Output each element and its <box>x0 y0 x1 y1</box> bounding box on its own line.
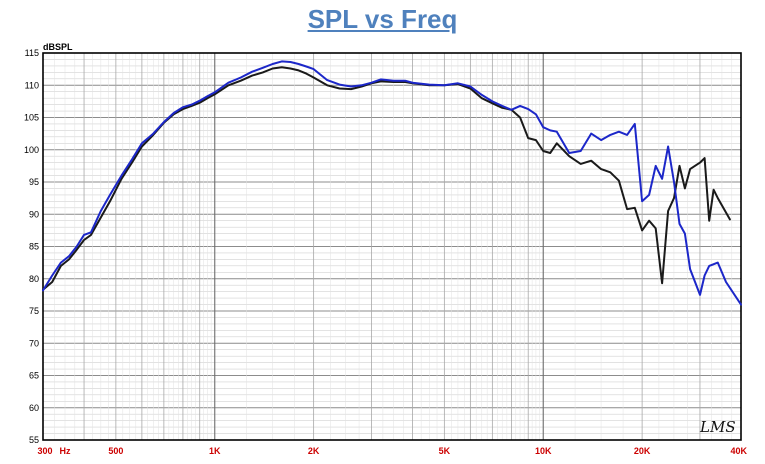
x-tick-label: 20K <box>634 446 651 456</box>
x-tick-label: 10K <box>535 446 552 456</box>
x-tick-label: Hz <box>59 446 70 456</box>
y-tick-label: 115 <box>25 48 39 58</box>
grid-layer <box>43 53 741 440</box>
y-axis-label: dBSPL <box>43 42 73 52</box>
y-tick-label: 105 <box>24 113 39 123</box>
y-tick-label: 95 <box>29 177 39 187</box>
x-tick-label: 40K <box>730 446 747 456</box>
x-tick-label: 500 <box>108 446 123 456</box>
y-tick-label: 75 <box>29 306 39 316</box>
series-line-2 <box>42 60 742 306</box>
plot-frame <box>42 52 742 441</box>
y-tick-labels: 115 110 105 100 95 90 85 80 75 70 65 60 55 <box>24 48 39 445</box>
x-tick-label: 5K <box>439 446 451 456</box>
lms-logo: LMS <box>699 418 736 436</box>
y-tick-label: 90 <box>29 209 39 219</box>
y-tick-label: 85 <box>29 242 39 252</box>
y-tick-label: 110 <box>25 80 39 90</box>
series-layer <box>42 60 742 306</box>
x-tick-label: 1K <box>209 446 221 456</box>
x-tick-labels: 300 Hz 500 1K 2K 5K 10K 20K 40K <box>37 446 747 456</box>
y-tick-label: 80 <box>29 274 39 284</box>
y-tick-label: 55 <box>29 435 39 445</box>
x-tick-label: 2K <box>308 446 320 456</box>
y-tick-label: 70 <box>29 338 39 348</box>
x-tick-label: 300 <box>37 446 52 456</box>
y-tick-label: 65 <box>29 371 39 381</box>
y-tick-label: 60 <box>29 403 39 413</box>
series-line-1 <box>42 66 731 291</box>
y-tick-label: 100 <box>24 145 39 155</box>
chart-title: SPL vs Freq <box>307 4 458 34</box>
